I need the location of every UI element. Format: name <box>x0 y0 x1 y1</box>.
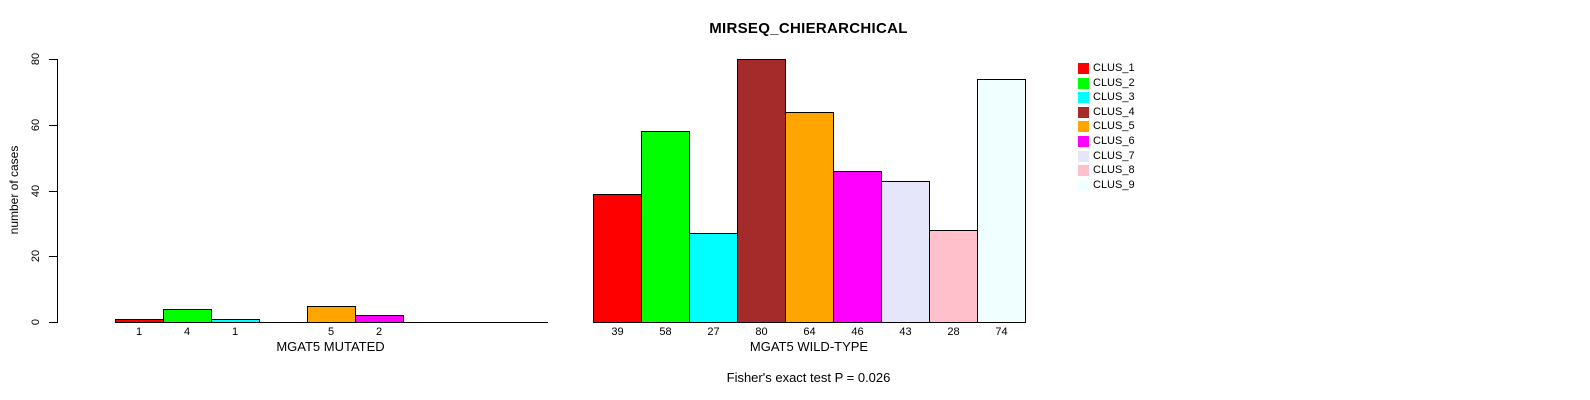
bar-value-label: 74 <box>995 326 1008 338</box>
bar <box>785 112 834 323</box>
legend-item-label: CLUS_9 <box>1093 179 1135 191</box>
legend-item: CLUS_2 <box>1078 77 1135 89</box>
legend-color-swatch <box>1078 120 1089 132</box>
bar-value-label: 46 <box>851 326 864 338</box>
legend-item: CLUS_3 <box>1078 91 1135 103</box>
legend-item: CLUS_6 <box>1078 135 1135 147</box>
bar <box>977 79 1026 323</box>
y-tick-label: 40 <box>30 184 42 198</box>
legend-item-label: CLUS_6 <box>1093 135 1135 147</box>
legend-color-swatch <box>1078 179 1089 191</box>
bar <box>737 59 786 323</box>
legend-color-swatch <box>1078 77 1089 89</box>
y-tick-label: 0 <box>30 318 42 326</box>
bar-value-label: 1 <box>231 326 239 338</box>
legend-item: CLUS_4 <box>1078 106 1135 118</box>
legend-item: CLUS_8 <box>1078 164 1135 176</box>
bar <box>833 171 882 323</box>
bar-value-label: 27 <box>707 326 720 338</box>
y-tick-mark <box>49 191 57 192</box>
y-axis-label: number of cases <box>7 145 21 235</box>
legend-color-swatch <box>1078 106 1089 118</box>
bar-value-label: 5 <box>327 326 335 338</box>
legend-item-label: CLUS_1 <box>1093 62 1135 74</box>
bar-value-label: 2 <box>375 326 383 338</box>
y-tick-label: 80 <box>30 52 42 66</box>
group-label: MGAT5 WILD-TYPE <box>749 339 869 354</box>
fisher-test-annotation: Fisher's exact test P = 0.026 <box>726 370 891 385</box>
bar <box>593 194 642 323</box>
bar <box>881 181 930 323</box>
bar-value-label: 28 <box>947 326 960 338</box>
legend-item-label: CLUS_5 <box>1093 120 1135 132</box>
legend-item-label: CLUS_4 <box>1093 106 1135 118</box>
legend-item: CLUS_5 <box>1078 120 1135 132</box>
legend-item-label: CLUS_2 <box>1093 77 1135 89</box>
bar-value-label: 58 <box>659 326 672 338</box>
bar <box>689 233 738 323</box>
y-tick-label: 60 <box>30 118 42 132</box>
y-tick-mark <box>49 125 57 126</box>
bar <box>641 131 690 323</box>
legend-color-swatch <box>1078 62 1089 74</box>
legend-color-swatch <box>1078 164 1089 176</box>
y-tick-mark <box>49 322 57 323</box>
legend-color-swatch <box>1078 91 1089 103</box>
bar-value-label: 80 <box>755 326 768 338</box>
y-axis-line <box>57 59 58 323</box>
bar <box>114 319 164 323</box>
bar <box>354 315 404 323</box>
bar-value-label: 43 <box>899 326 912 338</box>
bar <box>210 319 260 323</box>
legend-item: CLUS_1 <box>1078 62 1135 74</box>
legend: CLUS_1 CLUS_2 CLUS_3 CLUS_4 CLUS_5 CLUS_6 CLUS… <box>1078 62 1218 197</box>
chart-title: MIRSEQ_CHIERARCHICAL <box>709 20 908 37</box>
group-label: MGAT5 MUTATED <box>276 339 385 354</box>
legend-color-swatch <box>1078 135 1089 147</box>
legend-color-swatch <box>1078 150 1089 162</box>
legend-item-label: CLUS_8 <box>1093 164 1135 176</box>
bar-value-label: 64 <box>803 326 816 338</box>
legend-item: CLUS_9 <box>1078 179 1135 191</box>
bar <box>162 309 212 323</box>
bar-value-label: 1 <box>135 326 143 338</box>
y-tick-mark <box>49 256 57 257</box>
bar-value-label: 4 <box>183 326 191 338</box>
legend-item-label: CLUS_3 <box>1093 91 1135 103</box>
legend-item-label: CLUS_7 <box>1093 150 1135 162</box>
bar <box>929 230 978 323</box>
y-tick-mark <box>49 59 57 60</box>
legend-item: CLUS_7 <box>1078 150 1135 162</box>
bar <box>306 306 356 323</box>
y-tick-label: 20 <box>30 249 42 263</box>
bar-value-label: 39 <box>611 326 624 338</box>
